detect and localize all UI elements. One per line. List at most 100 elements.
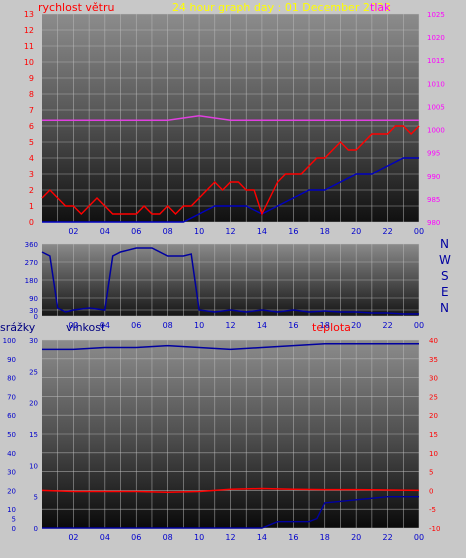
rain-label: srážky <box>0 321 36 334</box>
direction-y-tick-label: 90 <box>29 295 38 303</box>
x-tick-label: 08 <box>163 533 173 542</box>
chart-title: 24 hour graph day : 01 December 2023 <box>172 1 391 14</box>
x-tick-label: 22 <box>382 321 392 330</box>
temperature-y-tick-label: 20 <box>429 412 438 420</box>
pressure-y-tick-label: 980 <box>427 219 440 227</box>
temperature-y-tick-label: 15 <box>429 431 438 439</box>
rain-y-tick-label: 20 <box>7 487 16 495</box>
x-tick-label: 02 <box>68 321 78 330</box>
x-tick-label: 00 <box>414 227 424 236</box>
rain-y-tick-label: 50 <box>7 431 16 439</box>
humidity-y-tick-label: 15 <box>29 431 38 439</box>
rain-y-tick-label: 40 <box>7 450 16 458</box>
x-tick-label: 10 <box>194 227 204 236</box>
rain-y-tick-label: 90 <box>7 356 16 364</box>
wind-y-tick-label: 3 <box>29 170 34 179</box>
pressure-y-tick-label: 995 <box>427 150 440 158</box>
temperature-line <box>41 487 420 494</box>
x-tick-label: 20 <box>351 533 361 542</box>
x-tick-label: 04 <box>100 227 110 236</box>
direction-y-tick-label: 270 <box>25 259 38 267</box>
x-tick-label: 16 <box>288 533 298 542</box>
rain-y-tick-label: 100 <box>3 337 16 345</box>
temperature-y-tick-label: -5 <box>429 506 436 514</box>
x-tick-label: 16 <box>288 227 298 236</box>
rain-y-tick-label: 80 <box>7 375 16 383</box>
x-tick-label: 18 <box>320 533 330 542</box>
pressure-y-tick-label: 1025 <box>427 11 445 19</box>
x-tick-label: 00 <box>414 321 424 330</box>
direction-y-tick-label: 360 <box>25 241 38 249</box>
compass-label-n-top: N <box>440 237 449 251</box>
wind-y-tick-label: 12 <box>24 26 34 35</box>
temperature-y-tick-label: 10 <box>429 450 438 458</box>
x-tick-label: 22 <box>382 533 392 542</box>
direction-y-tick-label: 30 <box>29 307 38 315</box>
direction-y-tick-label: 0 <box>34 313 38 321</box>
x-tick-label: 06 <box>131 227 141 236</box>
rain-y-tick-label: 70 <box>7 393 16 401</box>
humidity-y-tick-label: 10 <box>29 462 38 470</box>
x-tick-label: 16 <box>288 321 298 330</box>
x-tick-label: 20 <box>351 227 361 236</box>
wind-y-tick-label: 7 <box>29 106 34 115</box>
x-tick-label: 14 <box>257 533 267 542</box>
x-tick-label: 02 <box>68 533 78 542</box>
rain-y-tick-label: 10 <box>7 506 16 514</box>
wind-y-tick-label: 8 <box>29 90 34 99</box>
humidity-y-tick-label: 0 <box>34 525 38 533</box>
pressure-line <box>42 114 419 122</box>
x-tick-label: 18 <box>320 227 330 236</box>
wind-y-tick-label: 9 <box>29 74 34 83</box>
x-tick-label: 00 <box>414 533 424 542</box>
x-tick-label: 04 <box>100 321 110 330</box>
humidity-y-tick-label: 25 <box>29 368 38 376</box>
temperature-y-tick-label: 0 <box>429 487 433 495</box>
pressure-y-tick-label: 1005 <box>427 103 445 111</box>
compass-label-w: W <box>439 253 451 267</box>
humidity-y-tick-label: 20 <box>29 400 38 408</box>
wind-secondary-line <box>42 157 419 223</box>
x-tick-label: 12 <box>225 533 235 542</box>
direction-y-tick-label: 180 <box>25 277 38 285</box>
wind-y-tick-label: 10 <box>24 58 34 67</box>
wind-speed-label: rychlost větru <box>38 1 114 14</box>
series-lines <box>41 114 420 529</box>
wind-y-tick-label: 6 <box>29 122 34 131</box>
x-tick-label: 20 <box>351 321 361 330</box>
x-tick-label: 08 <box>163 321 173 330</box>
pressure-y-tick-label: 1015 <box>427 57 445 65</box>
pressure-y-tick-label: 1000 <box>427 127 445 135</box>
rain-y-tick-label: 60 <box>7 412 16 420</box>
x-tick-label: 06 <box>131 321 141 330</box>
humidity-label: vlhkost <box>66 321 106 334</box>
humidity-line <box>42 343 419 351</box>
temperature-y-tick-label: -10 <box>429 525 440 533</box>
humidity-y-tick-label: 5 <box>34 494 38 502</box>
x-tick-label: 14 <box>257 227 267 236</box>
wind-y-tick-label: 5 <box>29 138 34 147</box>
wind-direction-line <box>41 247 419 315</box>
x-tick-label: 04 <box>100 533 110 542</box>
temperature-y-tick-label: 25 <box>429 393 438 401</box>
rain-y-tick-label: 5 <box>12 516 16 524</box>
humidity-y-tick-label: 30 <box>29 337 38 345</box>
rain-line <box>42 496 419 529</box>
pressure-y-tick-label: 1010 <box>427 80 445 88</box>
rain-y-tick-label: 30 <box>7 469 16 477</box>
x-tick-label: 12 <box>225 321 235 330</box>
x-tick-label: 10 <box>194 321 204 330</box>
temperature-y-tick-label: 40 <box>429 337 438 345</box>
wind-y-tick-label: 2 <box>29 186 34 195</box>
wind-y-tick-label: 0 <box>29 218 34 227</box>
wind-y-tick-label: 4 <box>29 154 34 163</box>
x-tick-label: 06 <box>131 533 141 542</box>
temperature-y-tick-label: 5 <box>429 469 433 477</box>
wind-y-tick-label: 1 <box>29 202 34 211</box>
x-tick-label: 08 <box>163 227 173 236</box>
pressure-y-tick-label: 990 <box>427 173 440 181</box>
x-tick-label: 18 <box>320 321 330 330</box>
